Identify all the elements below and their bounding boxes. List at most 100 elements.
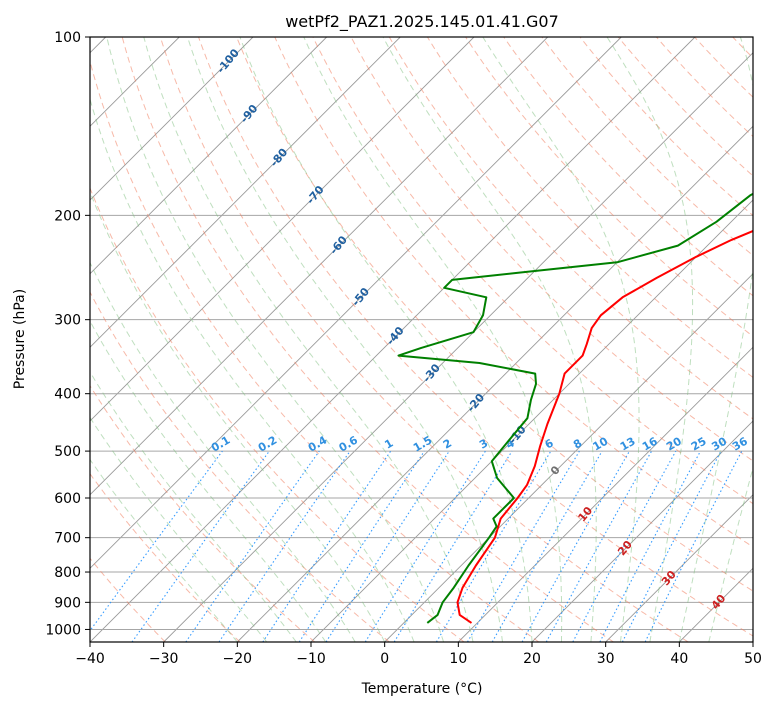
axes: −40 −30 −20 −10 0 10 20 30 40 50 100 200 300 400 500 60… — [45, 30, 762, 667]
mixing-ratio-line — [185, 450, 320, 642]
isotherm-line — [163, 52, 753, 642]
isotherm-line — [605, 494, 753, 642]
mixing-ratio-label: 2 — [441, 437, 454, 452]
isotherm-line — [90, 37, 328, 275]
dry-adiabat-line — [426, 37, 753, 379]
moist-adiabat-line — [187, 37, 503, 642]
mixing-ratio-line — [393, 450, 513, 642]
moist-adiabat-line — [239, 37, 533, 642]
moist-adiabat-line — [90, 320, 327, 642]
dry-adiabat-line — [90, 59, 540, 642]
moist-adiabat-line — [303, 37, 563, 642]
mixing-ratio-label: 6 — [543, 436, 556, 451]
isotherm-line — [90, 37, 696, 642]
dry-adiabat-line — [350, 37, 753, 462]
y-tick-label: 800 — [54, 565, 81, 581]
mixing-ratio-line — [262, 450, 392, 642]
dry-adiabat-line — [90, 472, 241, 642]
isotherm-line — [457, 346, 753, 642]
x-tick-label: 10 — [449, 651, 467, 667]
dry-adiabat-line — [465, 37, 753, 338]
mixing-ratio-line — [364, 450, 486, 642]
x-tick-label: −30 — [149, 651, 179, 667]
x-tick-label: −10 — [296, 651, 326, 667]
x-tick-label: 0 — [380, 651, 389, 667]
y-tick-label: 400 — [54, 387, 81, 403]
y-tick-label: 500 — [54, 444, 81, 460]
dry-adiabat-line — [274, 37, 753, 548]
isotherm-line — [90, 37, 254, 201]
y-tick-label: 600 — [54, 491, 81, 507]
dry-adiabat-label: -100 — [214, 46, 242, 76]
temperature-line — [456, 229, 753, 624]
dry-adiabat-line — [771, 37, 775, 642]
dry-adiabat-line — [90, 384, 316, 642]
dry-adiabat-line — [90, 186, 465, 642]
mixing-ratio-line — [644, 450, 743, 642]
moist-adiabat-line — [90, 261, 356, 642]
isotherm-line — [90, 37, 622, 569]
dry-adiabat-line — [121, 37, 614, 642]
dry-adiabat-line — [236, 37, 753, 592]
y-axis-label: Pressure (hPa) — [12, 289, 28, 389]
mixing-ratio-line — [572, 450, 677, 642]
dry-adiabat-line — [656, 37, 753, 138]
mixing-ratio-line — [131, 450, 270, 642]
dry-adiabat-line — [503, 37, 753, 297]
y-tick-label: 300 — [54, 313, 81, 329]
mixing-ratio-label: 1 — [382, 437, 395, 452]
isotherm-line — [678, 567, 753, 642]
x-axis-label: Temperature (°C) — [361, 681, 483, 697]
x-tick-label: 40 — [670, 651, 688, 667]
dry-adiabat-line — [732, 37, 753, 59]
isotherm-line — [236, 125, 753, 642]
x-tick-label: 30 — [597, 651, 615, 667]
mixing-ratio-line — [599, 450, 701, 642]
mixing-ratio-line — [521, 450, 630, 642]
moist-adiabat-line — [382, 37, 597, 642]
moist-adiabat-line — [143, 37, 474, 642]
isotherm-line — [90, 37, 475, 422]
mixing-ratio-line — [218, 450, 351, 642]
x-tick-label: 20 — [523, 651, 541, 667]
background-lines — [90, 37, 775, 642]
y-tick-label: 700 — [54, 531, 81, 547]
y-tick-label: 100 — [54, 30, 81, 46]
dry-adiabat-line — [159, 37, 689, 642]
y-tick-label: 1000 — [45, 622, 81, 638]
dry-adiabat-line — [312, 37, 753, 505]
moist-adiabat-line — [106, 37, 445, 642]
mixing-ratio-line — [298, 450, 425, 642]
moist-adiabat-line — [678, 37, 753, 642]
isotherm-line — [310, 199, 753, 642]
chart-title: wetPf2_PAZ1.2025.145.01.41.G07 — [285, 12, 559, 32]
moist-adiabat-line — [90, 97, 415, 642]
x-tick-label: 50 — [744, 651, 762, 667]
moist-adiabat-line — [90, 370, 297, 642]
isotherm-line — [531, 420, 753, 642]
isotherm-line — [752, 641, 753, 642]
moist-adiabat-line — [606, 37, 694, 642]
dry-adiabat-line — [388, 37, 753, 420]
moist-adiabat-line — [90, 458, 238, 642]
moist-adiabat-line — [482, 37, 640, 642]
isotherm-line — [384, 273, 753, 642]
moist-adiabat-line — [90, 190, 386, 642]
y-tick-label: 200 — [54, 208, 81, 224]
dry-adiabat-line — [90, 291, 390, 642]
mixing-ratio-line — [90, 450, 223, 632]
dry-adiabat-line — [198, 37, 753, 637]
x-tick-label: −40 — [75, 651, 105, 667]
mixing-ratio-line — [545, 450, 653, 642]
profile-lines — [397, 192, 753, 624]
moist-adiabat-line — [90, 416, 268, 642]
y-tick-label: 900 — [54, 595, 81, 611]
dewpoint-line — [397, 192, 753, 624]
mixing-ratio-line — [325, 450, 450, 642]
moist-adiabat-line — [708, 465, 753, 642]
isotherm-line — [90, 37, 401, 348]
x-tick-label: −20 — [223, 651, 253, 667]
isotherm-line — [90, 37, 549, 496]
plot-frame — [89, 36, 754, 643]
